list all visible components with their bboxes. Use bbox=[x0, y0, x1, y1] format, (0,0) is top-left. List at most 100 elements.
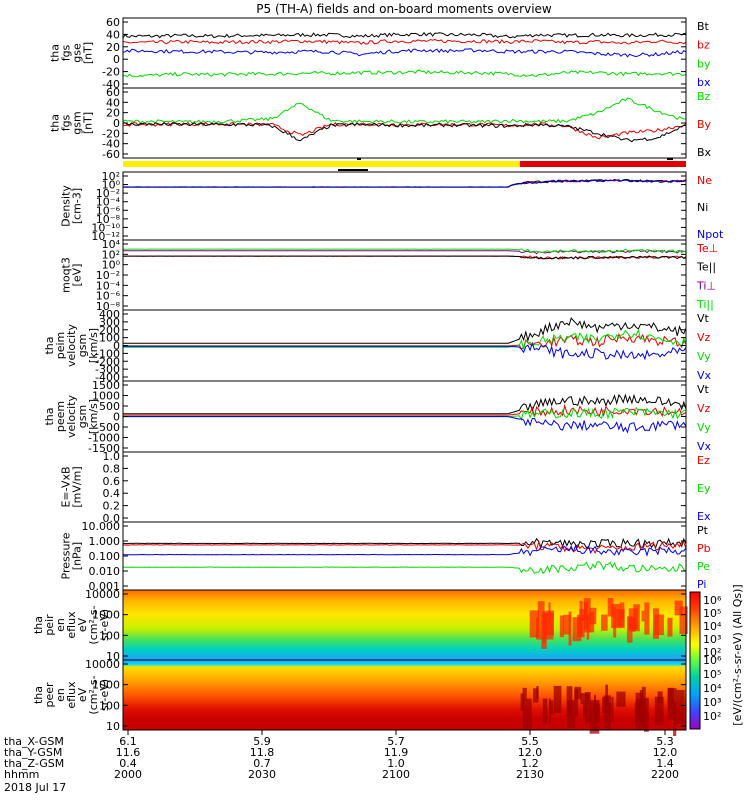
legend-entry: Vy bbox=[697, 421, 711, 434]
x-row-value: 0.7 bbox=[253, 757, 271, 770]
spectrogram-streak bbox=[572, 617, 582, 642]
y-tick-label: 100 bbox=[99, 332, 120, 345]
legend-entry: Npot bbox=[697, 228, 724, 241]
x-row-value: 11.8 bbox=[250, 746, 275, 759]
legend-entry: Ti⊥ bbox=[696, 279, 716, 292]
y-axis-label: eflux bbox=[65, 611, 78, 639]
spectrogram-streak bbox=[654, 614, 664, 636]
y-tick-label: 1.0 bbox=[103, 450, 121, 463]
spectrogram-streak bbox=[611, 697, 614, 722]
y-tick-label: -20 bbox=[102, 66, 120, 79]
series-line-bt bbox=[122, 31, 687, 39]
legend-entry: Pb bbox=[697, 542, 711, 555]
y-tick-label: 40 bbox=[106, 96, 120, 109]
legend-entry: by bbox=[697, 57, 711, 70]
y-axis-label: Density bbox=[60, 185, 73, 227]
y-tick-label: 10.000 bbox=[82, 520, 121, 533]
legend-entry: Pe bbox=[697, 560, 710, 573]
y-tick-label: 10² bbox=[102, 248, 120, 261]
y-axis-label: gsm bbox=[71, 111, 84, 134]
y-tick-label: 1500 bbox=[92, 379, 120, 392]
y-tick-label: 0.8 bbox=[103, 462, 121, 475]
mode-bars bbox=[123, 158, 686, 171]
legend-entry: bz bbox=[697, 39, 710, 52]
y-tick-label: 10² bbox=[102, 170, 120, 183]
y-tick-label: 0 bbox=[113, 53, 120, 66]
colorbar-tick: 10⁶ bbox=[703, 654, 722, 667]
spectrogram-streak bbox=[616, 691, 626, 707]
y-tick-label: -200 bbox=[95, 355, 120, 368]
x-row-value: 5.3 bbox=[656, 735, 674, 748]
y-tick-label: -300 bbox=[95, 363, 120, 376]
legend-entry: Bx bbox=[697, 146, 712, 159]
y-axis-label: moqt3 bbox=[60, 257, 73, 293]
y-tick-label: 1000 bbox=[92, 609, 120, 622]
spectrogram-streak bbox=[542, 698, 548, 724]
y-tick-label: 10⁻² bbox=[96, 269, 120, 282]
spectrogram-streak bbox=[522, 687, 527, 700]
legend-entry: Vy bbox=[697, 350, 711, 363]
legend-entry: Bz bbox=[697, 90, 711, 103]
x-row-value: 11.9 bbox=[384, 746, 409, 759]
slow-survey-bar bbox=[123, 161, 520, 167]
panel-background bbox=[123, 522, 686, 590]
x-row-label: tha_Z-GSM bbox=[4, 757, 64, 770]
x-row-value: 5.5 bbox=[521, 735, 539, 748]
y-axis-label: eV bbox=[76, 617, 89, 632]
spectrogram-streak bbox=[657, 691, 663, 704]
y-axis-label: peer bbox=[43, 682, 56, 708]
legend-entry: Vt bbox=[697, 312, 710, 325]
y-axis-label: velocity bbox=[65, 324, 78, 367]
y-axis-label: tha bbox=[32, 686, 45, 704]
series-line-bx bbox=[123, 121, 687, 143]
y-tick-label: 0.4 bbox=[103, 487, 121, 500]
y-tick-label: 0.001 bbox=[89, 580, 121, 593]
spectrogram-streak bbox=[652, 608, 659, 639]
panels: 6040200-20-40thafgsgse[nT]Btbzbybx604020… bbox=[32, 16, 724, 736]
y-axis-label: peir bbox=[43, 614, 56, 636]
spectrogram-streak bbox=[674, 600, 683, 616]
series-line-te bbox=[122, 255, 687, 260]
y-tick-label: 0.010 bbox=[89, 565, 121, 578]
spectrogram-streak bbox=[667, 688, 677, 720]
legend-entry: Bt bbox=[697, 20, 710, 33]
y-tick-label: 40 bbox=[106, 28, 120, 41]
x-row-value: 12.0 bbox=[518, 746, 543, 759]
legend-entry: bx bbox=[697, 76, 711, 89]
panel-background bbox=[123, 172, 686, 240]
legend-entry: Vx bbox=[697, 440, 712, 453]
y-axis-label: [nT] bbox=[82, 112, 95, 134]
y-tick-label: 0 bbox=[113, 117, 120, 130]
x-row-value: 6.1 bbox=[119, 735, 137, 748]
legend-entry: Vz bbox=[697, 331, 711, 344]
y-tick-label: 10⁻⁴ bbox=[96, 279, 121, 292]
y-tick-label: 10⁻⁸ bbox=[96, 300, 121, 313]
colorbar-tick: 10² bbox=[703, 646, 721, 659]
y-axis-label: [nPa] bbox=[71, 542, 84, 570]
spectrogram-streak bbox=[626, 616, 633, 643]
mode-marker bbox=[357, 158, 361, 160]
y-tick-label: 10000 bbox=[85, 588, 120, 601]
y-tick-label: 10 bbox=[106, 720, 120, 733]
spectrogram-streak bbox=[584, 692, 591, 723]
spectrogram-streak bbox=[579, 609, 587, 621]
x-row-value: 12.0 bbox=[653, 746, 678, 759]
x-axis-date: 2018 Jul 17 bbox=[4, 781, 66, 794]
y-tick-label: 10⁰ bbox=[102, 259, 121, 272]
spectrogram-streak bbox=[548, 602, 551, 623]
y-axis-label: fgs bbox=[60, 114, 73, 131]
spectrogram-streak bbox=[635, 692, 644, 723]
y-tick-label: 10⁻⁴ bbox=[96, 196, 121, 209]
y-axis-label: fgs bbox=[60, 44, 73, 61]
spectrogram-streak bbox=[607, 703, 612, 715]
y-axis-label: (cm²-s- bbox=[87, 605, 100, 644]
spectrogram-streak bbox=[644, 602, 650, 635]
panel-frame bbox=[122, 659, 687, 731]
series-line-vt bbox=[123, 393, 687, 415]
y-tick-label: -1000 bbox=[88, 432, 120, 445]
spectrogram-streak bbox=[611, 603, 621, 629]
